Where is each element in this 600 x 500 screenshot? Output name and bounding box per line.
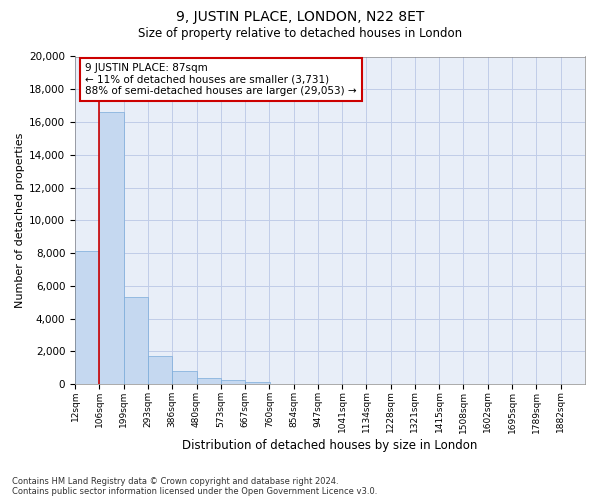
Y-axis label: Number of detached properties: Number of detached properties [15,132,25,308]
Bar [172,371,197,384]
X-axis label: Distribution of detached houses by size in London: Distribution of detached houses by size … [182,440,478,452]
Text: Size of property relative to detached houses in London: Size of property relative to detached ho… [138,28,462,40]
Text: Contains HM Land Registry data © Crown copyright and database right 2024.: Contains HM Land Registry data © Crown c… [12,477,338,486]
Bar [221,380,245,384]
Text: 9, JUSTIN PLACE, LONDON, N22 8ET: 9, JUSTIN PLACE, LONDON, N22 8ET [176,10,424,24]
Text: Contains public sector information licensed under the Open Government Licence v3: Contains public sector information licen… [12,487,377,496]
Bar [75,252,100,384]
Bar [100,112,124,384]
Text: 9 JUSTIN PLACE: 87sqm
← 11% of detached houses are smaller (3,731)
88% of semi-d: 9 JUSTIN PLACE: 87sqm ← 11% of detached … [85,63,357,96]
Bar [245,382,269,384]
Bar [197,378,221,384]
Bar [148,356,172,384]
Bar [124,298,148,384]
